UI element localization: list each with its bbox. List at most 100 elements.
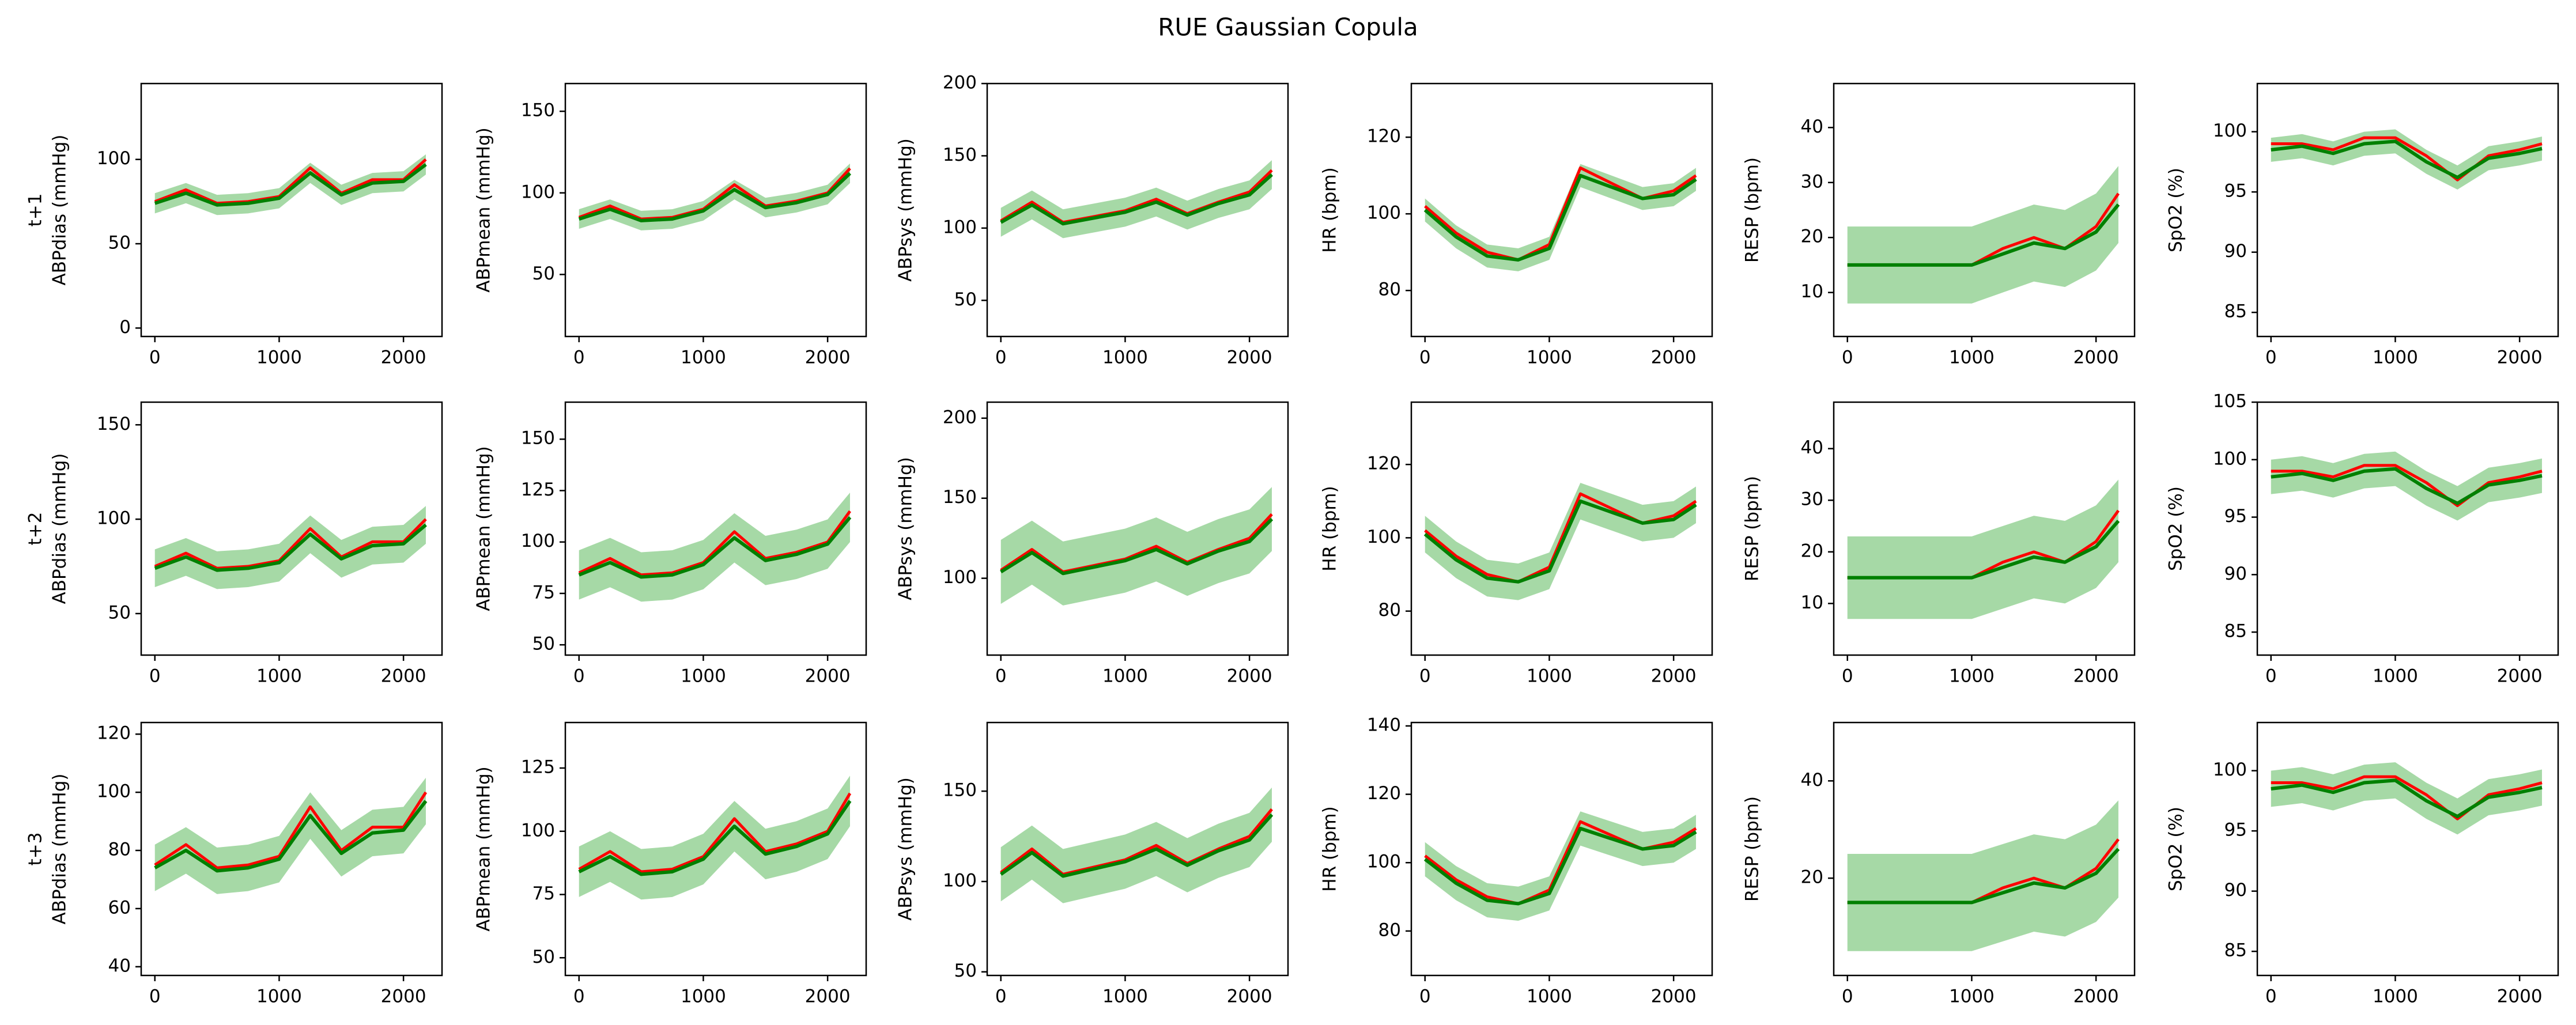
y-tick-label: 80 — [108, 839, 131, 860]
interval-band — [1847, 479, 2118, 619]
row-label: t+3 — [25, 833, 46, 866]
y-tick-label: 105 — [2213, 391, 2247, 412]
x-tick-label: 2000 — [2497, 666, 2543, 687]
interval-band — [579, 776, 850, 900]
y-tick-label: 85 — [2224, 621, 2247, 642]
series-line — [1000, 513, 1273, 574]
series-line — [1424, 166, 1697, 262]
y-tick-label: 100 — [2213, 448, 2247, 469]
x-tick-label: 2000 — [2073, 986, 2119, 1007]
axes-frame — [986, 721, 1289, 977]
interval-band — [1847, 800, 2118, 951]
y-tick-label: 50 — [532, 634, 555, 655]
x-tick-label: 2000 — [2497, 986, 2543, 1007]
x-tick-label: 1000 — [256, 986, 302, 1007]
y-tick-label: 50 — [108, 233, 131, 254]
x-tick-label: 2000 — [1651, 986, 1697, 1007]
y-tick-label: 80 — [1378, 279, 1401, 300]
y-tick-label: 150 — [943, 145, 977, 165]
x-tick-label: 1000 — [1102, 347, 1148, 368]
y-tick-label: 40 — [1801, 770, 1823, 791]
x-tick-label: 0 — [573, 347, 585, 368]
x-tick-label: 2000 — [381, 347, 426, 368]
x-tick-label: 0 — [149, 986, 161, 1007]
axes-frame — [2256, 401, 2559, 656]
y-tick-label: 100 — [97, 508, 131, 529]
series-line — [2271, 136, 2543, 181]
series-line — [1423, 173, 1697, 262]
axes-frame — [1410, 82, 1713, 338]
interval-band — [1000, 487, 1272, 606]
axes-frame — [1833, 82, 2136, 338]
y-tick-label: 40 — [108, 955, 131, 976]
x-tick-label: 1000 — [256, 666, 302, 687]
y-tick-label: 75 — [532, 582, 555, 603]
y-tick-label: 10 — [1801, 281, 1823, 302]
y-tick-label: 75 — [532, 883, 555, 904]
y-tick-label: 90 — [2224, 563, 2247, 584]
x-tick-label: 2000 — [2073, 666, 2119, 687]
series-line — [1847, 520, 2120, 580]
y-tick-label: 120 — [1367, 453, 1401, 474]
x-tick-label: 2000 — [805, 666, 851, 687]
y-tick-label: 80 — [1378, 600, 1401, 621]
y-tick-label: 200 — [943, 73, 977, 93]
x-tick-label: 0 — [1842, 666, 1853, 687]
x-tick-label: 0 — [1842, 986, 1853, 1007]
axes-frame — [1833, 721, 2136, 977]
x-tick-label: 2000 — [381, 986, 426, 1007]
y-tick-label: 95 — [2224, 506, 2247, 527]
y-axis-label: ABPdias (mmHg) — [50, 453, 70, 604]
y-tick-label: 90 — [2224, 880, 2247, 901]
y-axis-label: RESP (bpm) — [1742, 157, 1763, 263]
axes-frame — [2256, 721, 2559, 977]
x-tick-label: 2000 — [1227, 986, 1272, 1007]
x-tick-label: 1000 — [2373, 347, 2418, 368]
y-axis-label: RESP (bpm) — [1742, 796, 1763, 902]
series-line — [1000, 173, 1273, 226]
x-tick-label: 0 — [2265, 986, 2277, 1007]
series-line — [154, 523, 427, 572]
y-tick-label: 100 — [1367, 203, 1401, 224]
x-tick-label: 0 — [2265, 347, 2277, 368]
axes-frame — [564, 721, 867, 977]
y-tick-label: 100 — [2213, 759, 2247, 780]
y-tick-label: 40 — [1801, 116, 1823, 137]
x-tick-label: 0 — [2265, 666, 2277, 687]
series-line — [2271, 464, 2543, 508]
axes-frame — [564, 401, 867, 656]
x-tick-label: 0 — [573, 666, 585, 687]
y-tick-label: 120 — [1367, 783, 1401, 804]
x-tick-label: 1000 — [1527, 666, 1572, 687]
y-tick-label: 50 — [954, 289, 977, 310]
y-tick-label: 85 — [2224, 301, 2247, 322]
series-line — [578, 510, 851, 577]
x-tick-label: 0 — [995, 986, 1007, 1007]
x-tick-label: 0 — [1419, 986, 1431, 1007]
x-tick-label: 2000 — [381, 666, 426, 687]
x-tick-label: 0 — [573, 986, 585, 1007]
y-axis-label: ABPsys (mmHg) — [896, 777, 916, 921]
y-tick-label: 150 — [521, 100, 555, 121]
series-line — [154, 800, 428, 873]
x-tick-label: 0 — [149, 666, 161, 687]
axes-frame — [986, 82, 1289, 338]
interval-band — [2271, 129, 2542, 190]
y-tick-label: 40 — [1801, 437, 1823, 458]
y-axis-label: HR (bpm) — [1320, 167, 1340, 252]
figure-title: RUE Gaussian Copula — [1158, 13, 1418, 41]
y-tick-label: 150 — [97, 414, 131, 434]
y-axis-label: HR (bpm) — [1320, 486, 1340, 571]
y-tick-label: 125 — [521, 479, 555, 500]
x-tick-label: 0 — [995, 347, 1007, 368]
x-tick-label: 1000 — [1949, 986, 1995, 1007]
x-tick-label: 1000 — [681, 666, 726, 687]
x-tick-label: 1000 — [256, 347, 302, 368]
axes-frame — [140, 721, 443, 977]
y-axis-label: ABPsys (mmHg) — [896, 457, 916, 600]
series-line — [1000, 517, 1274, 576]
y-axis-label: HR (bpm) — [1320, 806, 1340, 891]
series-line — [578, 172, 852, 222]
x-tick-label: 2000 — [805, 347, 851, 368]
